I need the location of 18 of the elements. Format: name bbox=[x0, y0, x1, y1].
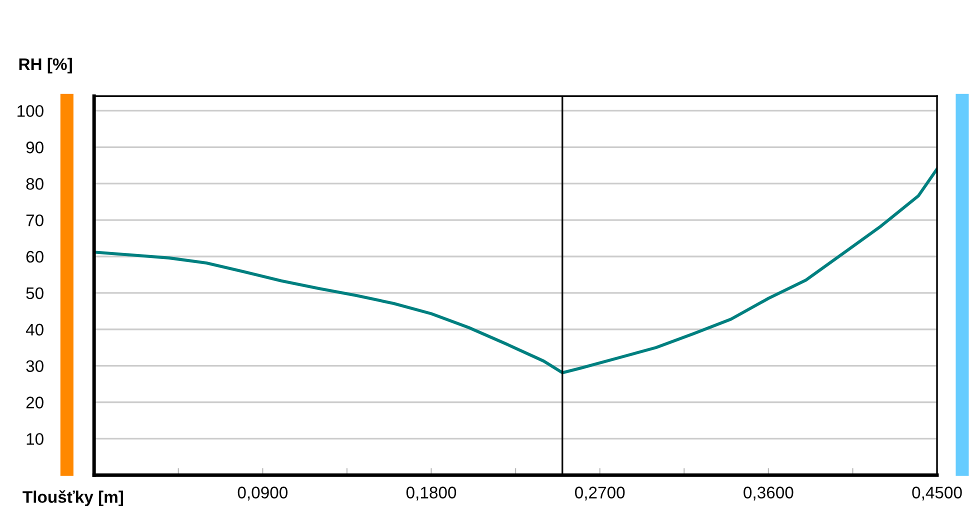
x-tick-label: 0,4500 bbox=[912, 486, 962, 500]
line-series bbox=[94, 167, 938, 374]
y-tick-label: 50 bbox=[26, 287, 44, 300]
x-axis-title: Tloušťky [m] bbox=[22, 490, 124, 506]
y-tick-label: 10 bbox=[26, 433, 44, 445]
y-tick-label: 90 bbox=[26, 142, 44, 154]
y-tick-label: 20 bbox=[26, 396, 44, 408]
x-tick-label: 0,1800 bbox=[406, 486, 456, 500]
x-tick-label: 0,3600 bbox=[744, 486, 794, 500]
y-tick-label: 30 bbox=[26, 360, 44, 372]
y-axis-title: RH [%] bbox=[19, 58, 72, 74]
x-tick-label: 0,0900 bbox=[238, 486, 288, 500]
x-tick-label: 0,2700 bbox=[575, 486, 625, 500]
y-tick-label: 70 bbox=[26, 214, 44, 226]
y-tick-label: 40 bbox=[26, 324, 44, 336]
y-tick-label: 100 bbox=[18, 105, 44, 117]
y-tick-label: 80 bbox=[26, 178, 44, 190]
y-tick-label: 60 bbox=[26, 250, 44, 263]
